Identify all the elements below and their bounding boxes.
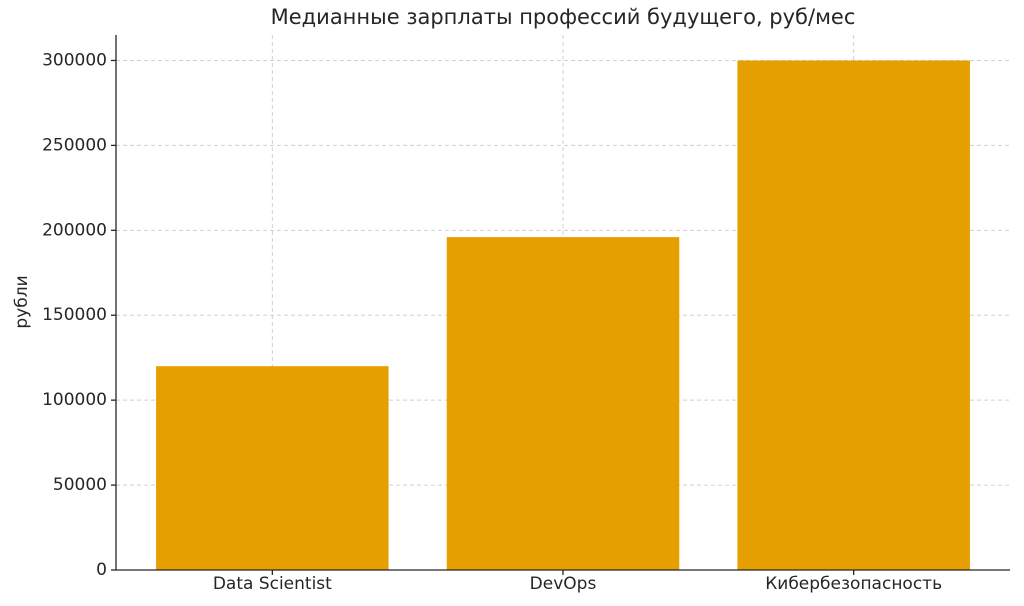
y-tick-label: 50000	[53, 475, 107, 495]
y-tick-label: 250000	[42, 135, 107, 155]
x-tick-label: Кибербезопасность	[765, 574, 942, 594]
x-tick-label: DevOps	[530, 574, 597, 594]
bar	[446, 237, 680, 570]
y-tick-label: 0	[96, 560, 107, 580]
bar	[156, 366, 389, 570]
y-axis-label: рубли	[12, 275, 32, 328]
bar	[737, 60, 970, 570]
x-tick-label: Data Scientist	[213, 574, 332, 594]
y-tick-label: 150000	[42, 305, 107, 325]
chart-title: Медианные зарплаты профессий будущего, р…	[271, 5, 856, 29]
y-tick-label: 300000	[42, 50, 107, 70]
y-tick-label: 100000	[42, 390, 107, 410]
y-tick-label: 200000	[42, 220, 107, 240]
